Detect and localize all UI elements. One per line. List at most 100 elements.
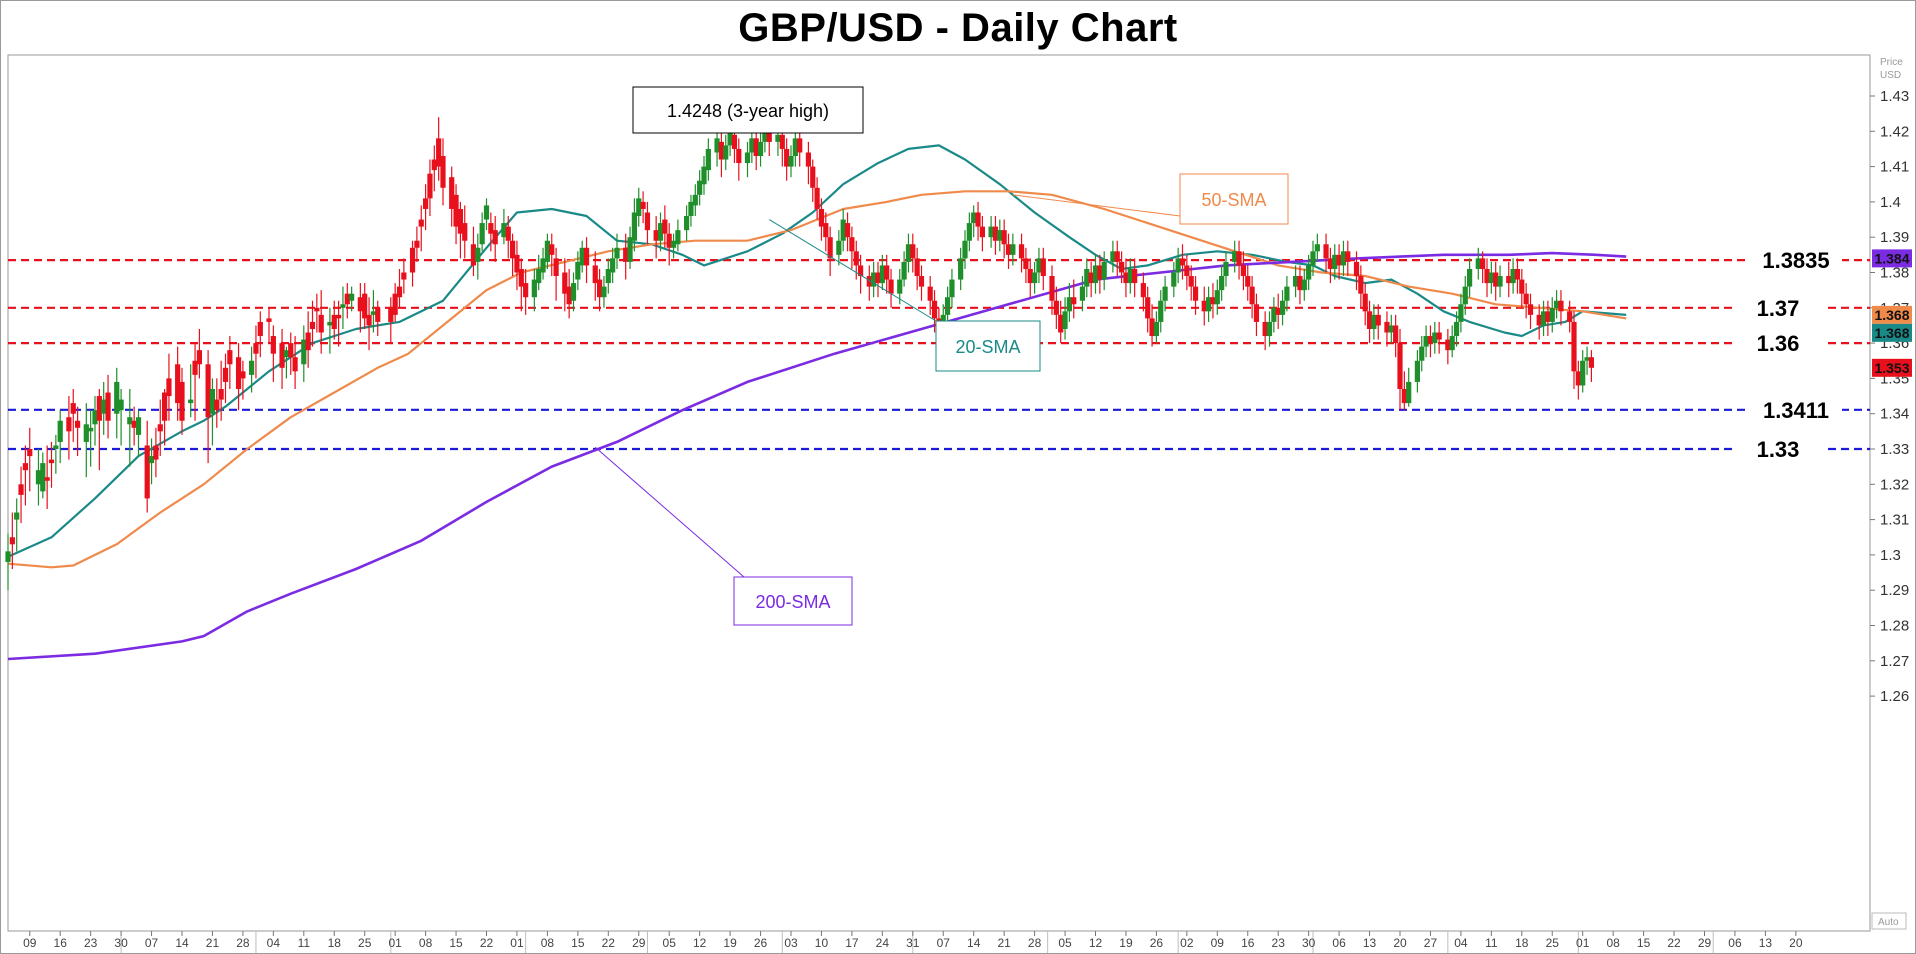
auto-scale-button: [1871, 912, 1907, 930]
candle-body: [992, 226, 999, 241]
annotation-box: [632, 86, 864, 134]
candle-body: [1423, 336, 1429, 347]
candle-body: [366, 314, 372, 326]
candle-body: [1145, 297, 1151, 319]
candle-body: [1214, 290, 1220, 305]
annotation-200-sma: 200-SMA: [755, 592, 830, 612]
candle-body: [27, 449, 33, 457]
candle-body: [5, 551, 11, 562]
x-tick-label: 15: [571, 936, 585, 950]
candle-body: [1062, 311, 1068, 329]
candle-body: [1388, 325, 1394, 333]
x-tick-label: 20: [1393, 936, 1407, 950]
candle-body: [1092, 265, 1099, 284]
y-tick-label: 1.42: [1880, 123, 1909, 140]
auto-scale-label: Auto: [1878, 917, 1899, 928]
x-tick-label: 06: [1332, 936, 1346, 950]
candle-body: [1097, 265, 1103, 280]
x-tick-label: 24: [876, 936, 890, 950]
candle-body: [701, 166, 707, 185]
candle-body: [814, 187, 820, 209]
candle-body: [931, 300, 938, 319]
candle-body: [327, 321, 333, 326]
annotation-50-sma: 50-SMA: [1201, 190, 1266, 210]
candle-body: [370, 311, 376, 315]
candle-body: [1436, 332, 1442, 340]
x-tick-label: 21: [997, 936, 1011, 950]
candle-body: [227, 350, 233, 365]
candlesticks: [5, 117, 1594, 591]
candle-body: [18, 484, 24, 495]
candle-body: [249, 360, 255, 375]
candle-body: [1419, 346, 1425, 361]
candle-body: [666, 233, 672, 248]
x-tick-label: 02: [1180, 936, 1194, 950]
x-tick-label: 08: [1606, 936, 1620, 950]
candle-body: [688, 201, 694, 217]
candle-body: [1445, 339, 1451, 351]
candle-body: [949, 279, 955, 298]
annotation-leader: [768, 219, 937, 322]
x-tick-label: 12: [693, 936, 707, 950]
candle-body: [1575, 371, 1581, 386]
x-tick-label: 17: [845, 936, 859, 950]
candle-body: [523, 283, 529, 298]
candle-body: [1240, 265, 1246, 277]
candle-body: [1549, 307, 1555, 322]
candle-body: [409, 247, 416, 273]
x-tick-label: 27: [1424, 936, 1438, 950]
candle-body: [762, 127, 768, 142]
plot-area: [7, 54, 1871, 932]
candle-body: [240, 371, 246, 379]
candle-body: [657, 223, 664, 241]
candle-body: [684, 216, 690, 231]
candle-body: [1123, 272, 1129, 284]
y-tick-label: 1.38: [1880, 265, 1909, 282]
candle-body: [48, 459, 55, 464]
candle-body: [1458, 304, 1464, 322]
candle-body: [1488, 272, 1494, 284]
candle-body: [640, 201, 646, 209]
candle-body: [514, 254, 520, 273]
candle-body: [1449, 336, 1455, 351]
candle-body: [875, 272, 881, 284]
candle-body: [1293, 276, 1299, 287]
x-tick-label: 19: [723, 936, 737, 950]
candle-body: [483, 205, 490, 220]
y-tick-label: 1.32: [1880, 476, 1909, 493]
candle-body: [362, 293, 368, 319]
level-label-bg: [1732, 435, 1824, 459]
candle-body: [1184, 265, 1190, 277]
candle-body: [35, 470, 42, 485]
candle-body: [849, 237, 855, 252]
candle-body: [1275, 307, 1281, 315]
candle-body: [340, 304, 346, 308]
candle-body: [827, 237, 833, 259]
candle-body: [866, 276, 872, 287]
candle-body: [1345, 251, 1351, 262]
candle-body: [396, 286, 403, 298]
candle-body: [1375, 314, 1381, 326]
candle-body: [1036, 258, 1042, 273]
candle-body: [1158, 300, 1164, 322]
y-tick-label: 1.39: [1880, 229, 1909, 246]
candle-body: [988, 226, 994, 238]
candle-body: [818, 208, 825, 227]
x-tick-label: 18: [328, 936, 342, 950]
candle-body: [583, 247, 590, 266]
price-badge: [1872, 305, 1912, 324]
x-tick-label: 26: [1150, 936, 1164, 950]
candle-body: [388, 307, 394, 322]
candle-body: [566, 286, 572, 305]
candle-body: [235, 357, 242, 389]
candle-body: [540, 258, 546, 273]
candle-body: [1323, 244, 1329, 259]
x-tick-label: 28: [1028, 936, 1042, 950]
candle-body: [553, 258, 559, 277]
candle-body: [1284, 286, 1290, 301]
x-tick-label: 04: [1454, 936, 1468, 950]
candle-body: [392, 293, 398, 315]
candle-body: [431, 159, 437, 171]
x-tick-label: 13: [1759, 936, 1773, 950]
